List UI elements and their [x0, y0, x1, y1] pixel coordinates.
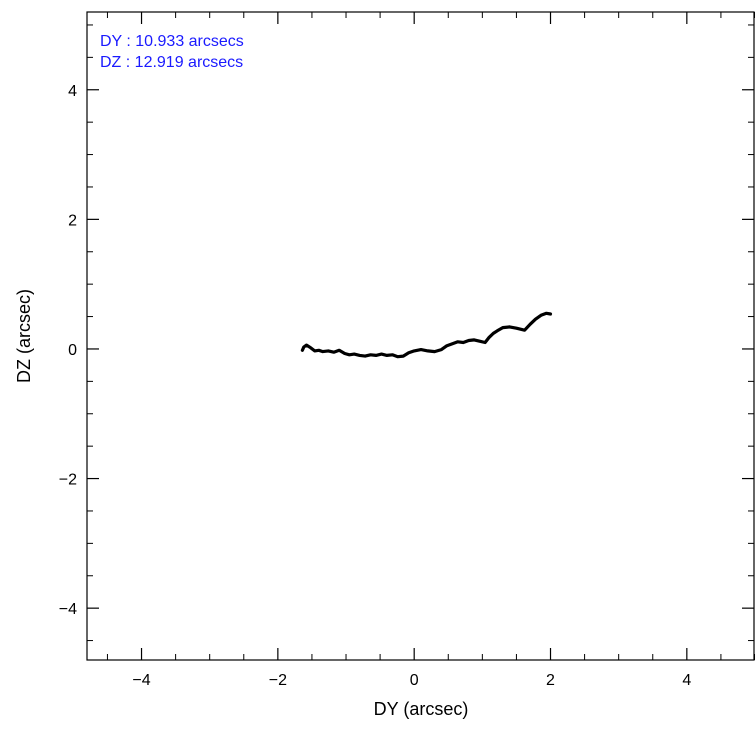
x-ticks: −4 −2 0 2 4	[132, 12, 691, 689]
x-tick-label: 4	[682, 672, 691, 689]
y-tick-label: 2	[68, 212, 77, 229]
x-axis-label: DY (arcsec)	[374, 699, 469, 719]
y-tick-label: 4	[68, 83, 77, 100]
x-tick-label: 2	[546, 672, 555, 689]
dy-annotation: DY : 10.933 arcsecs	[100, 33, 244, 50]
plot-frame	[86, 11, 755, 661]
y-axis-label: DZ (arcsec)	[14, 289, 34, 383]
y-ticks: −4 −2 0 2 4	[59, 83, 754, 618]
y-tick-label: −2	[59, 472, 77, 489]
y-tick-label: 0	[68, 342, 77, 359]
x-tick-label: 0	[410, 672, 419, 689]
y-tick-label: −4	[59, 601, 77, 618]
dz-annotation: DZ : 12.919 arcsecs	[100, 54, 243, 71]
x-tick-label: −2	[269, 672, 287, 689]
x-tick-label: −4	[132, 672, 150, 689]
minor-ticks	[87, 12, 755, 660]
trajectory-line	[300, 311, 553, 359]
